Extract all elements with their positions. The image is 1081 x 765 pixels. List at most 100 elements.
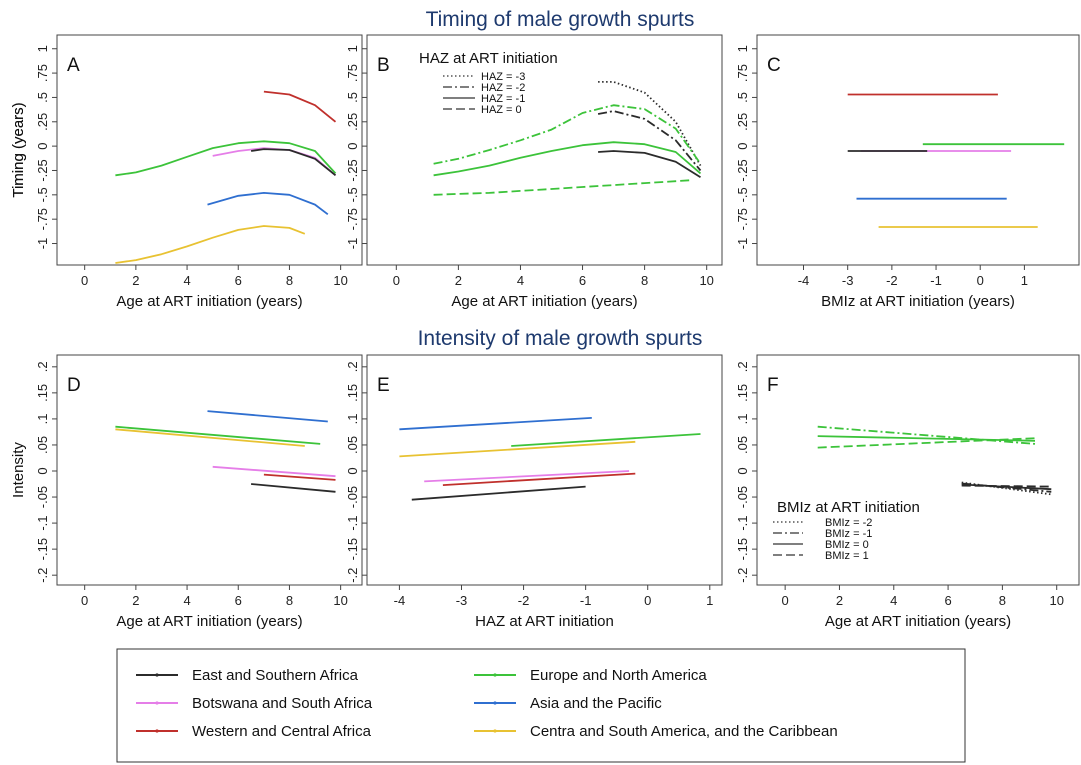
y-tick-label: 0	[345, 467, 360, 474]
y-tick-label: -.1	[735, 516, 750, 531]
y-tick-label: -.15	[35, 538, 50, 560]
series-line	[817, 435, 1036, 442]
y-tick-label: .05	[735, 436, 750, 454]
series-line	[598, 150, 701, 179]
series-line	[212, 465, 336, 478]
panel-b-legend-title: HAZ at ART initiation	[419, 50, 558, 67]
legend-entry-label: HAZ = -2	[481, 82, 525, 94]
y-tick-label: -.2	[735, 568, 750, 583]
x-tick-label: 2	[836, 593, 843, 608]
y-tick-label: .5	[35, 92, 50, 103]
y-tick-label: 0	[345, 143, 360, 150]
x-tick-label: 4	[517, 273, 524, 288]
y-tick-label: -.15	[345, 538, 360, 560]
x-tick-label: 2	[132, 273, 139, 288]
series-line	[433, 141, 702, 177]
x-tick-label: -3	[842, 273, 854, 288]
legend-entry-label: HAZ = 0	[481, 104, 522, 116]
legend-swatch-marker	[155, 673, 159, 677]
series-line	[115, 428, 305, 447]
panel-c-letter: C	[767, 55, 781, 76]
y-tick-label: -.05	[35, 486, 50, 508]
y-tick-label: 0	[735, 143, 750, 150]
y-tick-label: .05	[345, 436, 360, 454]
legend-swatch-marker	[493, 729, 497, 733]
panel-e-letter: E	[377, 375, 390, 396]
legend-entry-label: BMIz = 0	[825, 539, 869, 551]
y-tick-label: -.1	[345, 516, 360, 531]
x-tick-label: 8	[999, 593, 1006, 608]
legend-entry-label: HAZ = -3	[481, 71, 525, 83]
y-tick-label: -.2	[345, 568, 360, 583]
x-tick-label: 6	[235, 273, 242, 288]
series-line	[115, 425, 321, 445]
y-tick-label: .25	[735, 113, 750, 131]
y-tick-label: .2	[345, 361, 360, 372]
panel-f-letter: F	[767, 375, 779, 396]
panel-b-x-label: Age at ART initiation (years)	[451, 293, 637, 310]
x-tick-label: 0	[644, 593, 651, 608]
x-tick-label: 6	[944, 593, 951, 608]
x-tick-label: -1	[930, 273, 942, 288]
y-tick-label: -.1	[35, 516, 50, 531]
x-tick-label: 4	[183, 273, 190, 288]
series-line	[251, 483, 336, 493]
series-line	[399, 417, 592, 431]
series-line	[207, 410, 328, 423]
x-tick-label: 8	[286, 593, 293, 608]
y-tick-label: .25	[345, 113, 360, 131]
panel-c: C -4 -3 -2 -1 0 1 -1 -.75 -.5 -.25 0 .25 .5 .75 1 BMIz a…	[10, 34, 1080, 310]
series-line	[598, 81, 702, 167]
x-tick-label: 10	[699, 273, 713, 288]
legend-item-label: Western and Central Africa	[192, 723, 372, 740]
y-tick-label: .15	[35, 384, 50, 402]
series-line	[511, 433, 701, 447]
panel-c-x-label: BMIz at ART initiation (years)	[821, 293, 1015, 310]
y-tick-label: .05	[35, 436, 50, 454]
y-tick-label: -.25	[35, 159, 50, 181]
series-line	[399, 440, 636, 458]
panel-a-frame	[56, 34, 363, 266]
y-tick-label: .5	[345, 92, 360, 103]
panel-a-y-label: Timing (years)	[10, 102, 27, 197]
x-tick-label: -2	[518, 593, 530, 608]
series-line	[115, 140, 337, 177]
y-tick-label: 1	[345, 45, 360, 52]
legend-item-label: Europe and North America	[530, 667, 707, 684]
series-line	[263, 473, 336, 481]
legend-item-label: Centra and South America, and the Caribb…	[530, 723, 838, 740]
panel-b: B 0 2 4 6 8 10 -1 -.75 -.5 -.25 0 .25 .5 .75 1 Age at AR…	[345, 34, 723, 310]
y-tick-label: .2	[735, 361, 750, 372]
series-line	[442, 472, 636, 486]
y-tick-label: -1	[735, 238, 750, 250]
x-tick-label: 10	[333, 593, 347, 608]
legend-item-label: Asia and the Pacific	[530, 695, 662, 712]
legend-entry-label: BMIz = -1	[825, 528, 872, 540]
y-tick-label: .5	[735, 92, 750, 103]
series-line	[961, 482, 1052, 493]
panel-f-legend-title: BMIz at ART initiation	[777, 499, 920, 516]
series-line	[433, 179, 692, 196]
x-tick-label: -1	[580, 593, 592, 608]
legend-entry-label: BMIz = -2	[825, 517, 872, 529]
panel-d: D 0 2 4 6 8 10 -.2 -.15 -.1 -.05 0 .05 .1 .15 .2 Age at …	[10, 354, 363, 630]
x-tick-label: 1	[1021, 273, 1028, 288]
x-tick-label: 0	[393, 273, 400, 288]
y-tick-label: -.5	[345, 187, 360, 202]
panel-e-frame	[366, 354, 723, 586]
x-tick-label: 4	[890, 593, 897, 608]
legend-entry-label: HAZ = -1	[481, 93, 525, 105]
x-tick-label: -4	[394, 593, 406, 608]
series-line	[411, 485, 586, 501]
y-tick-label: -.75	[345, 208, 360, 230]
y-tick-label: -1	[345, 238, 360, 250]
series-line	[961, 484, 1052, 488]
y-tick-label: .75	[735, 64, 750, 82]
y-tick-label: -.5	[35, 187, 50, 202]
panel-e: E -4 -3 -2 -1 0 1 -.2 -.15 -.1 -.05 0 .05 .1 .15 .2 HAZ …	[345, 354, 723, 630]
series-line	[263, 90, 337, 123]
y-tick-label: .75	[345, 64, 360, 82]
y-tick-label: -1	[35, 238, 50, 250]
